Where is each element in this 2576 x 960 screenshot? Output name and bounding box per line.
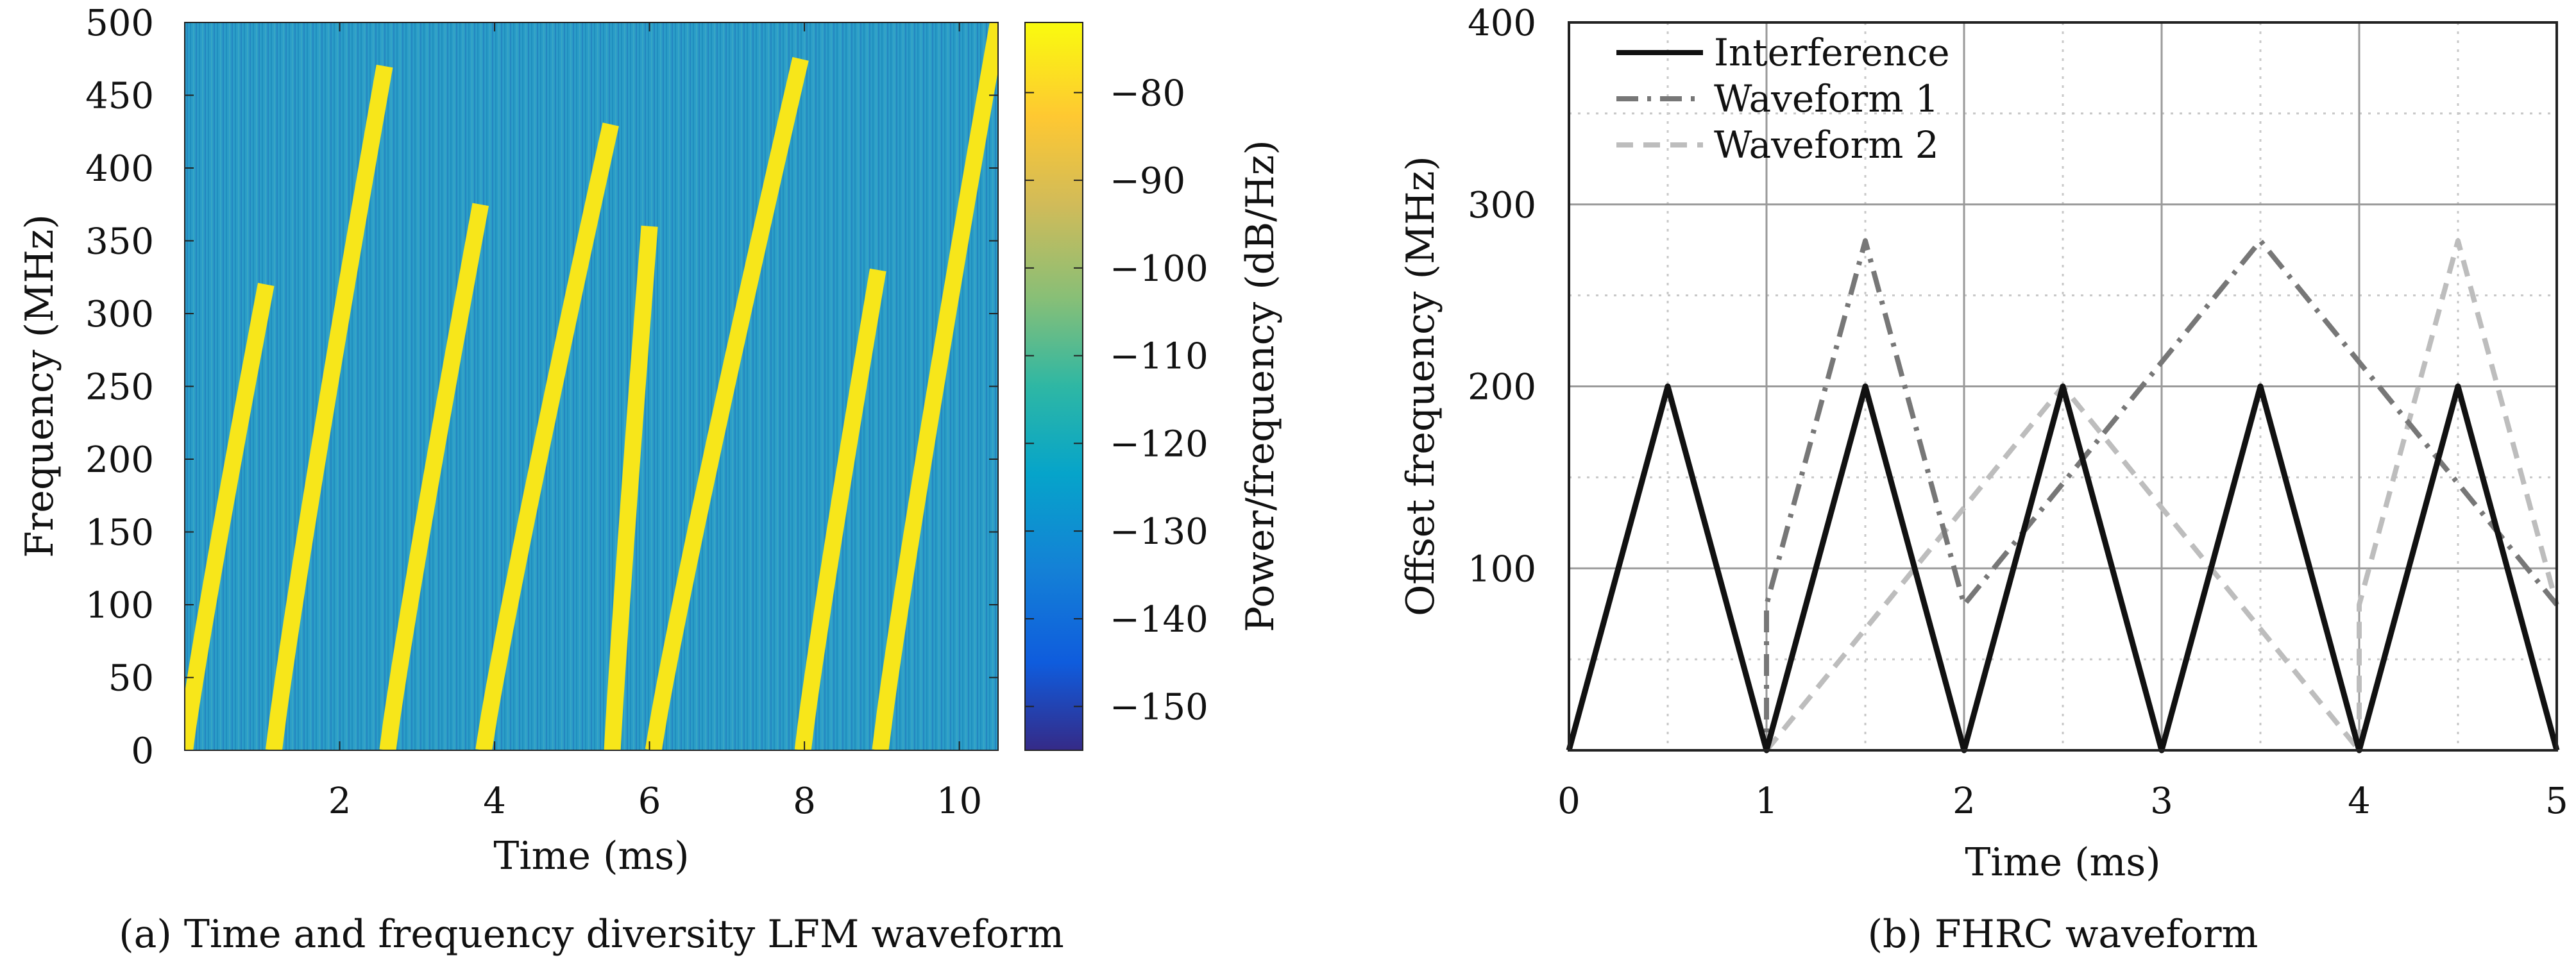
fhrc-x-label: Time (ms) [1965,840,2160,885]
x-tick-label: 3 [2150,780,2173,822]
spectrogram-background [185,22,998,750]
chirp-5 [604,225,658,750]
fhrc-ticks: 0 1 2 3 4 5 100 200 300 400 [1468,3,2568,822]
colorbar-scale [1024,22,1083,751]
y-tick-label: 400 [85,148,154,190]
chirp-1 [185,283,275,750]
chirp-4 [475,122,619,750]
chirp-6 [645,56,809,750]
chirp-3 [379,203,489,750]
colorbar: −80 −90 −100 −110 −120 −130 −140 −150 Power/fre… [1024,22,1283,751]
colorbar-tick-label: −130 [1110,511,1208,553]
x-tick-label: 8 [793,780,816,822]
y-tick-label: 150 [85,512,154,554]
chirp-layer [185,22,998,750]
legend-label: Waveform 1 [1714,77,1939,121]
y-tick-label: 200 [85,439,154,481]
legend-label: Waveform 2 [1714,123,1939,167]
colorbar-tick-label: −120 [1110,423,1208,465]
y-tick-label: 300 [85,294,154,335]
x-tick-label: 6 [638,780,661,822]
x-tick-label: 10 [936,780,982,822]
y-tick-label: 100 [85,585,154,627]
y-tick-label: 300 [1468,185,1536,226]
chirp-7 [794,268,886,750]
chirp-2 [266,64,393,750]
colorbar-tick-label: −90 [1110,160,1185,202]
x-tick-label: 1 [1755,780,1778,822]
legend-label: Interference [1714,31,1950,74]
series-line-waveform-1 [1566,238,2559,753]
x-tick-label: 4 [2348,780,2371,822]
y-tick-label: 350 [85,221,154,263]
colorbar-ticks: −80 −90 −100 −110 −120 −130 −140 −150 [1025,72,1208,728]
x-tick-label: 2 [1953,780,1976,822]
chirp-8 [872,22,998,750]
fhrc-y-label: Offset frequency (MHz) [1398,156,1443,616]
x-tick-label: 2 [328,780,352,822]
y-tick-label: 500 [85,3,154,44]
y-tick-label: 50 [108,658,154,700]
spectrogram-caption: (a) Time and frequency diversity LFM wav… [119,912,1064,957]
x-tick-label: 5 [2545,780,2568,822]
series-line-waveform-2 [1566,238,2559,753]
spectrogram-x-label: Time (ms) [493,834,689,879]
x-tick-label: 4 [483,780,506,822]
fhrc-caption: (b) FHRC waveform [1868,912,2258,957]
fhrc-series-layer [1566,238,2560,754]
colorbar-tick-label: −140 [1110,599,1208,641]
fhrc-frame [1568,21,2558,752]
y-tick-label: 400 [1468,3,1536,44]
y-tick-label: 450 [85,76,154,117]
y-tick-label: 250 [85,367,154,408]
spectrogram-y-label: Frequency (MHz) [17,214,62,558]
x-tick-label: 0 [1557,780,1580,822]
colorbar-tick-label: −80 [1110,72,1185,114]
colorbar-tick-label: −150 [1110,687,1208,728]
y-tick-label: 100 [1468,548,1536,590]
series-line-interference [1566,383,2560,754]
y-tick-label: 200 [1468,367,1536,408]
colorbar-tick-label: −110 [1110,336,1208,378]
colorbar-tick-label: −100 [1110,248,1208,290]
colorbar-label: Power/frequency (dB/Hz) [1238,140,1283,632]
y-tick-label: 0 [131,730,154,772]
